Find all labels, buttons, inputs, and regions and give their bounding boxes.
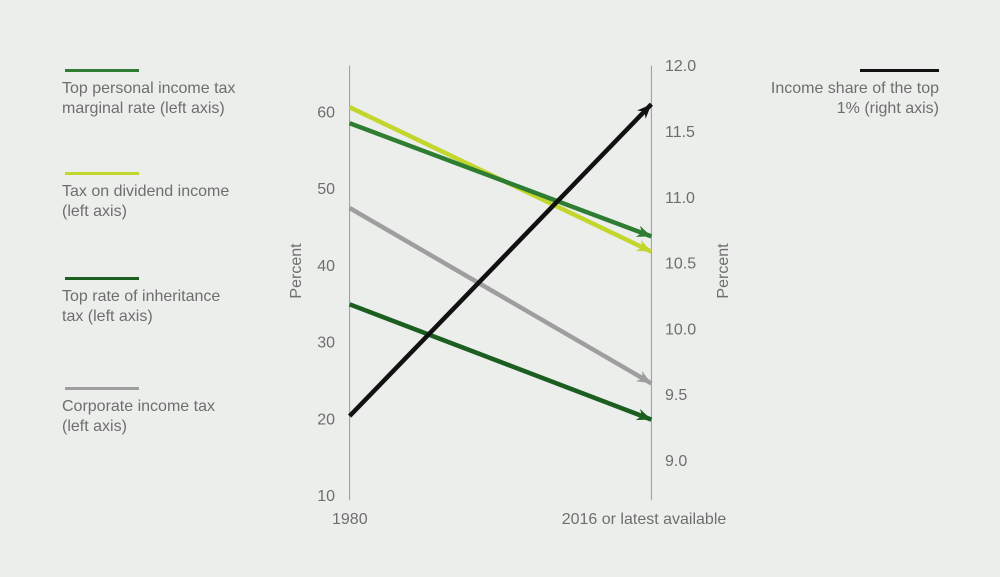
svg-text:20: 20 <box>317 411 335 428</box>
svg-text:Percent: Percent <box>288 243 305 299</box>
svg-text:11.0: 11.0 <box>665 190 695 207</box>
svg-text:60: 60 <box>317 105 335 122</box>
svg-text:30: 30 <box>317 335 335 352</box>
svg-text:9.0: 9.0 <box>665 453 687 470</box>
svg-text:12.0: 12.0 <box>665 58 696 75</box>
svg-text:50: 50 <box>317 181 335 198</box>
svg-text:11.5: 11.5 <box>665 124 695 141</box>
svg-text:1980: 1980 <box>332 511 368 528</box>
svg-text:10.0: 10.0 <box>665 321 696 338</box>
svg-text:2016 or latest available: 2016 or latest available <box>562 511 727 528</box>
svg-text:10: 10 <box>317 488 335 505</box>
svg-text:9.5: 9.5 <box>665 387 687 404</box>
svg-text:10.5: 10.5 <box>665 256 696 273</box>
svg-text:40: 40 <box>317 258 335 275</box>
svg-text:Percent: Percent <box>715 243 732 299</box>
